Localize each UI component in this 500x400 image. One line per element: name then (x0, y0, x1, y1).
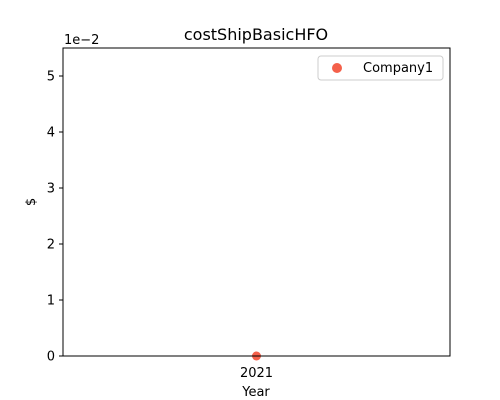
y-tick-label: 3 (47, 182, 55, 197)
legend-label: Company1 (363, 61, 433, 76)
legend-marker (332, 63, 342, 73)
x-axis-label: Year (241, 385, 270, 400)
legend-box (317, 55, 444, 81)
y-tick-label: 2 (47, 238, 55, 253)
y-tick-label: 4 (47, 126, 55, 141)
plot-area (62, 47, 451, 357)
y-axis-label: $ (24, 198, 39, 206)
legend: Company1 (317, 55, 444, 81)
y-tick-label: 5 (47, 70, 55, 85)
x-tick-label: 2021 (240, 366, 273, 381)
y-tick-label: 1 (47, 294, 55, 309)
chart-title: costShipBasicHFO (184, 25, 328, 44)
y-tick-label: 0 (47, 350, 55, 365)
y-axis-ticks: 0 1 2 3 4 5 (47, 70, 63, 365)
y-axis-offset-text: 1e−2 (64, 33, 99, 48)
